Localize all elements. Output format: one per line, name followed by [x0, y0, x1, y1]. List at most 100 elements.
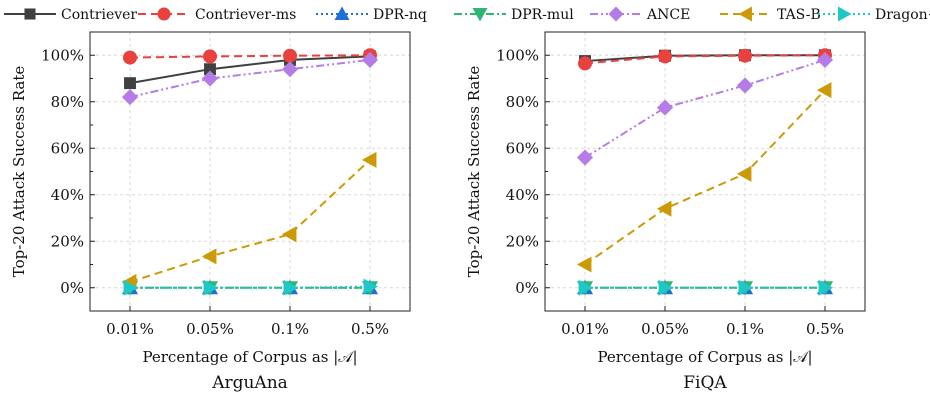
- data-point-tas-b-2: [281, 226, 297, 243]
- data-point-tas-b-2: [736, 165, 752, 182]
- data-point-contriever-ms-2: [738, 48, 752, 63]
- data-point-contriever-ms-0: [123, 50, 137, 65]
- data-point-contriever-ms-0: [578, 56, 592, 71]
- y-axis-label: Top-20 Attack Success Rate: [10, 66, 28, 278]
- y-tick-label: 0%: [60, 279, 84, 297]
- legend-marker-contriever-ms: [157, 7, 171, 21]
- x-axis-label: Percentage of Corpus as |𝒜|: [142, 348, 357, 366]
- data-point-ance-2: [736, 77, 754, 94]
- series-dragon: [123, 278, 379, 296]
- y-tick-label: 60%: [506, 139, 539, 157]
- series-tas-b: [121, 151, 377, 290]
- legend: Contriever Contriever-ms DPR-nq DPR-mul ANCE…: [4, 6, 930, 23]
- legend-marker-dragon: [838, 6, 852, 22]
- series-line-ance: [129, 58, 371, 99]
- data-point-dragon-3: [818, 279, 834, 296]
- y-tick-label: 60%: [51, 139, 84, 157]
- series-ance: [121, 51, 379, 106]
- y-tick-label: 80%: [506, 93, 539, 111]
- data-point-dragon-2: [283, 279, 299, 296]
- y-axis-label: Top-20 Attack Success Rate: [465, 66, 483, 278]
- series-ance: [576, 51, 834, 166]
- x-axis-label: Percentage of Corpus as |𝒜|: [597, 348, 812, 366]
- data-point-ance-0: [121, 89, 139, 106]
- y-tick-label: 20%: [51, 232, 84, 250]
- data-point-ance-1: [201, 70, 219, 87]
- x-tick-label: 0.1%: [271, 320, 309, 338]
- x-tick-label: 0.5%: [351, 320, 389, 338]
- legend-label-ance: ANCE: [646, 7, 690, 23]
- series-tas-b: [576, 82, 832, 273]
- y-tick-label: 20%: [506, 232, 539, 250]
- legend-marker-dpr-nq: [334, 6, 350, 20]
- y-tick-label: 100%: [41, 46, 84, 64]
- y-tick-label: 40%: [506, 186, 539, 204]
- y-tick-label: 0%: [515, 279, 539, 297]
- data-point-contriever-0: [124, 77, 136, 90]
- legend-item-dpr-nq: DPR-nq: [316, 6, 427, 23]
- plot-frame: [544, 31, 866, 312]
- series-line-ance: [584, 58, 826, 159]
- series-contriever-ms: [578, 48, 832, 71]
- series-line-dragon: [130, 285, 371, 289]
- legend-item-contriever: Contriever: [4, 7, 137, 23]
- legend-item-dragon: Dragon+: [818, 6, 930, 23]
- series-line-tas-b: [129, 159, 371, 283]
- series-line-contriever-ms: [129, 54, 371, 59]
- data-point-tas-b-3: [816, 82, 832, 99]
- data-point-tas-b-1: [656, 200, 672, 217]
- data-point-ance-3: [816, 51, 834, 68]
- legend-marker-tas-b: [738, 6, 752, 22]
- legend-label-contriever-ms: Contriever-ms: [195, 7, 296, 23]
- data-point-ance-0: [576, 149, 594, 166]
- x-tick-label: 0.01%: [106, 320, 154, 338]
- x-tick-label: 0.05%: [186, 320, 234, 338]
- legend-label-dpr-mul: DPR-mul: [511, 7, 574, 23]
- series-line-contriever-ms: [584, 54, 826, 65]
- grid: [545, 32, 865, 311]
- data-point-dragon-0: [578, 279, 594, 296]
- legend-label-contriever: Contriever: [61, 7, 137, 23]
- y-tick-label: 80%: [51, 93, 84, 111]
- legend-label-tas-b: TAS-B: [777, 7, 821, 23]
- chart-panel-arguana: 0% 20% 40% 60% 80% 100% 0.01% 0.05% 0.1% 0.5% Perc…: [10, 31, 411, 393]
- y-tick-label: 40%: [51, 186, 84, 204]
- chart-title: ArguAna: [211, 373, 288, 393]
- data-point-tas-b-1: [201, 248, 217, 265]
- x-tick-label: 0.5%: [806, 320, 844, 338]
- x-tick-label: 0.05%: [641, 320, 689, 338]
- legend-marker-ance: [608, 6, 624, 22]
- chart-title: FiQA: [683, 373, 727, 393]
- legend-item-contriever-ms: Contriever-ms: [138, 7, 296, 23]
- series-dragon: [578, 279, 834, 296]
- series-contriever: [579, 49, 831, 68]
- data-point-dragon-0: [123, 279, 139, 296]
- legend-item-dpr-mul: DPR-mul: [454, 7, 574, 23]
- legend-item-ance: ANCE: [590, 6, 690, 23]
- data-point-ance-3: [361, 51, 379, 68]
- series-line-contriever: [129, 55, 371, 85]
- legend-marker-dpr-mul: [472, 8, 488, 22]
- legend-label-dpr-nq: DPR-nq: [373, 7, 427, 23]
- y-tick-label: 100%: [496, 46, 539, 64]
- data-point-tas-b-3: [361, 151, 377, 168]
- data-point-ance-1: [656, 99, 674, 116]
- series-contriever-ms: [123, 48, 377, 65]
- data-point-tas-b-0: [576, 256, 592, 273]
- data-point-dragon-2: [738, 279, 754, 296]
- data-point-dragon-1: [658, 279, 674, 296]
- data-point-ance-2: [281, 61, 299, 78]
- legend-item-tas-b: TAS-B: [720, 6, 821, 23]
- data-point-dragon-1: [203, 279, 219, 296]
- data-point-contriever-ms-1: [203, 49, 217, 64]
- data-point-contriever-1: [204, 63, 216, 76]
- data-point-contriever-ms-1: [658, 49, 672, 64]
- data-point-contriever-ms-2: [283, 48, 297, 63]
- legend-marker-contriever: [24, 8, 36, 20]
- chart-panel-fiqa: 0% 20% 40% 60% 80% 100% 0.01% 0.05% 0.1% 0.5% Perc…: [465, 31, 866, 393]
- x-tick-label: 0.01%: [561, 320, 609, 338]
- series-line-tas-b: [584, 89, 826, 266]
- legend-label-dragon: Dragon+: [875, 7, 930, 23]
- x-tick-label: 0.1%: [726, 320, 764, 338]
